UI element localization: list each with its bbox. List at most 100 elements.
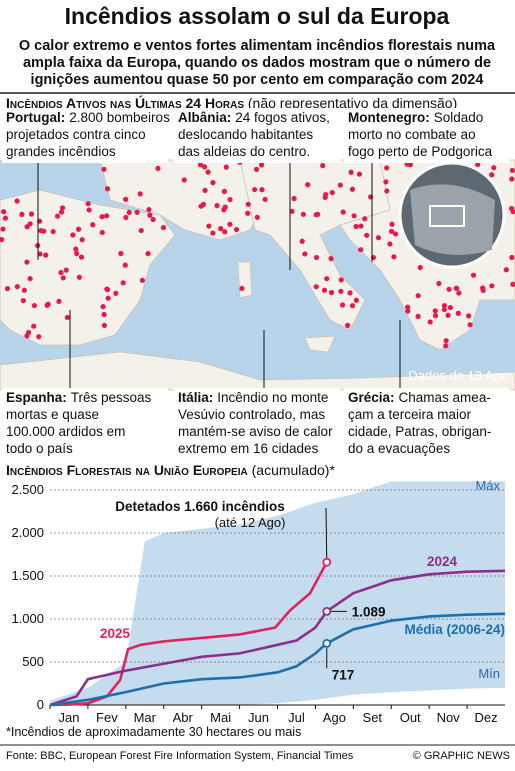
callout-place: Itália:	[178, 390, 213, 405]
fire-dot	[14, 284, 20, 290]
fire-dot	[21, 287, 27, 293]
fire-dot	[50, 228, 56, 235]
fire-dot	[510, 281, 515, 287]
callout-place: Montenegro:	[348, 110, 430, 125]
series-line	[49, 569, 506, 707]
fire-dot	[305, 182, 311, 188]
x-tick-label: Jul	[288, 710, 305, 725]
callout-text: fogo perto de Podgorica	[348, 144, 493, 159]
fire-dot	[70, 232, 76, 238]
fire-dot	[300, 211, 306, 217]
note: (não representativo da dimensão)	[248, 95, 457, 111]
fire-dot	[123, 214, 129, 221]
fire-dot	[328, 289, 335, 296]
x-tick-label: Out	[400, 710, 421, 725]
y-tick-label: 2.500	[11, 482, 44, 497]
fire-dot	[221, 188, 227, 194]
x-tick-label: Abr	[173, 710, 194, 725]
fire-dot	[138, 227, 144, 234]
callout-line: das aldeias do centro.	[178, 144, 310, 159]
fire-dot	[104, 186, 111, 192]
fire-dot	[233, 226, 240, 233]
fire-dot	[480, 287, 486, 294]
callout-line: projetados contra cinco	[6, 127, 146, 142]
map: Dados de 13 Ago	[0, 159, 515, 391]
callout-text: Itália: Incêndio no monte	[178, 390, 328, 405]
callout-line: Três pessoas	[71, 390, 152, 405]
fire-dot	[19, 211, 25, 217]
credit: © GRAPHIC NEWS	[413, 750, 510, 762]
fire-dot	[64, 314, 70, 321]
fire-dot	[101, 166, 107, 172]
callout-line: mortas e quase	[6, 407, 99, 422]
x-tick-label: Jan	[58, 710, 79, 725]
series-label: 2025	[100, 626, 131, 641]
callout-line: çam a terceira maior	[348, 407, 472, 422]
fire-dot	[441, 306, 447, 313]
fire-dot	[415, 313, 421, 319]
fire-dot	[137, 191, 143, 197]
fire-dot	[104, 213, 110, 219]
fire-dot	[160, 224, 167, 231]
fire-dot	[99, 229, 105, 236]
callout-text: grandes incêndios	[6, 144, 116, 159]
fire-dot	[90, 222, 96, 228]
callout-line: morto no combate ao	[348, 127, 476, 142]
map-date: Dados de 13 Ago	[408, 368, 508, 383]
fire-dot	[79, 237, 85, 243]
fire-dot	[351, 213, 357, 219]
chart: Máx Mín 0 500 1.000 1.500 2.000 2.500 Jan Fev Mar A…	[11, 478, 506, 725]
fire-dot	[466, 313, 472, 319]
fire-dot	[441, 302, 448, 309]
series-label: 2024	[427, 554, 458, 569]
fire-dot	[436, 280, 442, 287]
callout-box	[174, 388, 340, 460]
fire-dot	[299, 238, 305, 244]
fire-dot	[302, 251, 308, 257]
fire-dot	[239, 285, 245, 292]
fire-dot	[36, 334, 42, 340]
fire-dot	[443, 343, 449, 349]
fire-dot	[387, 241, 393, 247]
callout-text: Portugal: 2.800 bombeiros	[6, 110, 170, 125]
fire-dot	[339, 302, 346, 308]
fire-dot	[475, 161, 481, 168]
fire-dot	[245, 201, 251, 207]
callout-line: do a evacuações	[348, 441, 450, 456]
fire-dot	[315, 211, 321, 217]
fire-dot	[340, 209, 346, 215]
fire-dot	[384, 165, 390, 171]
fire-dot	[364, 232, 370, 238]
subtitle: ignições aumentou quase 50 por cento em …	[31, 72, 484, 88]
globe-land	[410, 184, 495, 255]
fire-dot	[24, 224, 30, 230]
fire-dot	[447, 304, 454, 311]
callout-box	[344, 108, 510, 163]
callout-box	[344, 388, 510, 460]
band-min-label: Mín	[478, 666, 500, 681]
fire-dot	[358, 223, 364, 229]
fire-dot	[104, 286, 110, 292]
fire-dot	[467, 322, 473, 328]
fire-dot	[60, 275, 66, 281]
subtitle: ampla faixa da Europa, quando os dados m…	[23, 55, 491, 71]
fire-dot	[206, 223, 212, 229]
callout-text: todo o país	[6, 441, 73, 456]
fire-dot	[58, 209, 65, 215]
fire-dot	[348, 169, 354, 175]
fire-dot	[405, 304, 411, 310]
fire-dot	[456, 290, 462, 296]
fire-dot	[508, 205, 515, 212]
callout-line: cidade, Patras, obrigan-	[348, 424, 491, 439]
fire-dot	[78, 254, 85, 260]
fire-dot	[223, 164, 229, 170]
callout-place: Portugal:	[6, 110, 65, 125]
callout-text: extremo em 16 cidades	[178, 441, 319, 456]
annotation: (até 12 Ago)	[215, 515, 286, 530]
fire-dot	[320, 163, 326, 169]
fire-dot	[329, 189, 335, 196]
fire-dot	[489, 172, 495, 178]
x-tick-label: Nov	[437, 710, 461, 725]
fire-dot	[24, 259, 30, 265]
fire-dot	[181, 177, 187, 183]
